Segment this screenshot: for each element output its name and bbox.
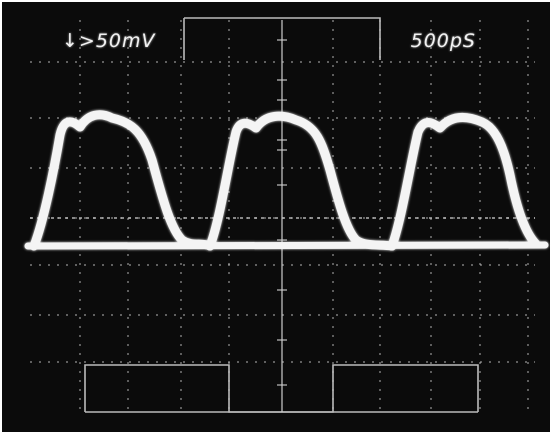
pulse-2 [205,111,397,251]
pulse-3 [387,113,541,251]
time-base-label: 500pS [410,30,476,52]
trace-baseline [24,241,549,250]
vertical-scale-label: ↓>50mV [62,30,156,52]
graticule [30,17,535,413]
pulse-1 [29,110,215,251]
waveform-trace [24,110,549,251]
